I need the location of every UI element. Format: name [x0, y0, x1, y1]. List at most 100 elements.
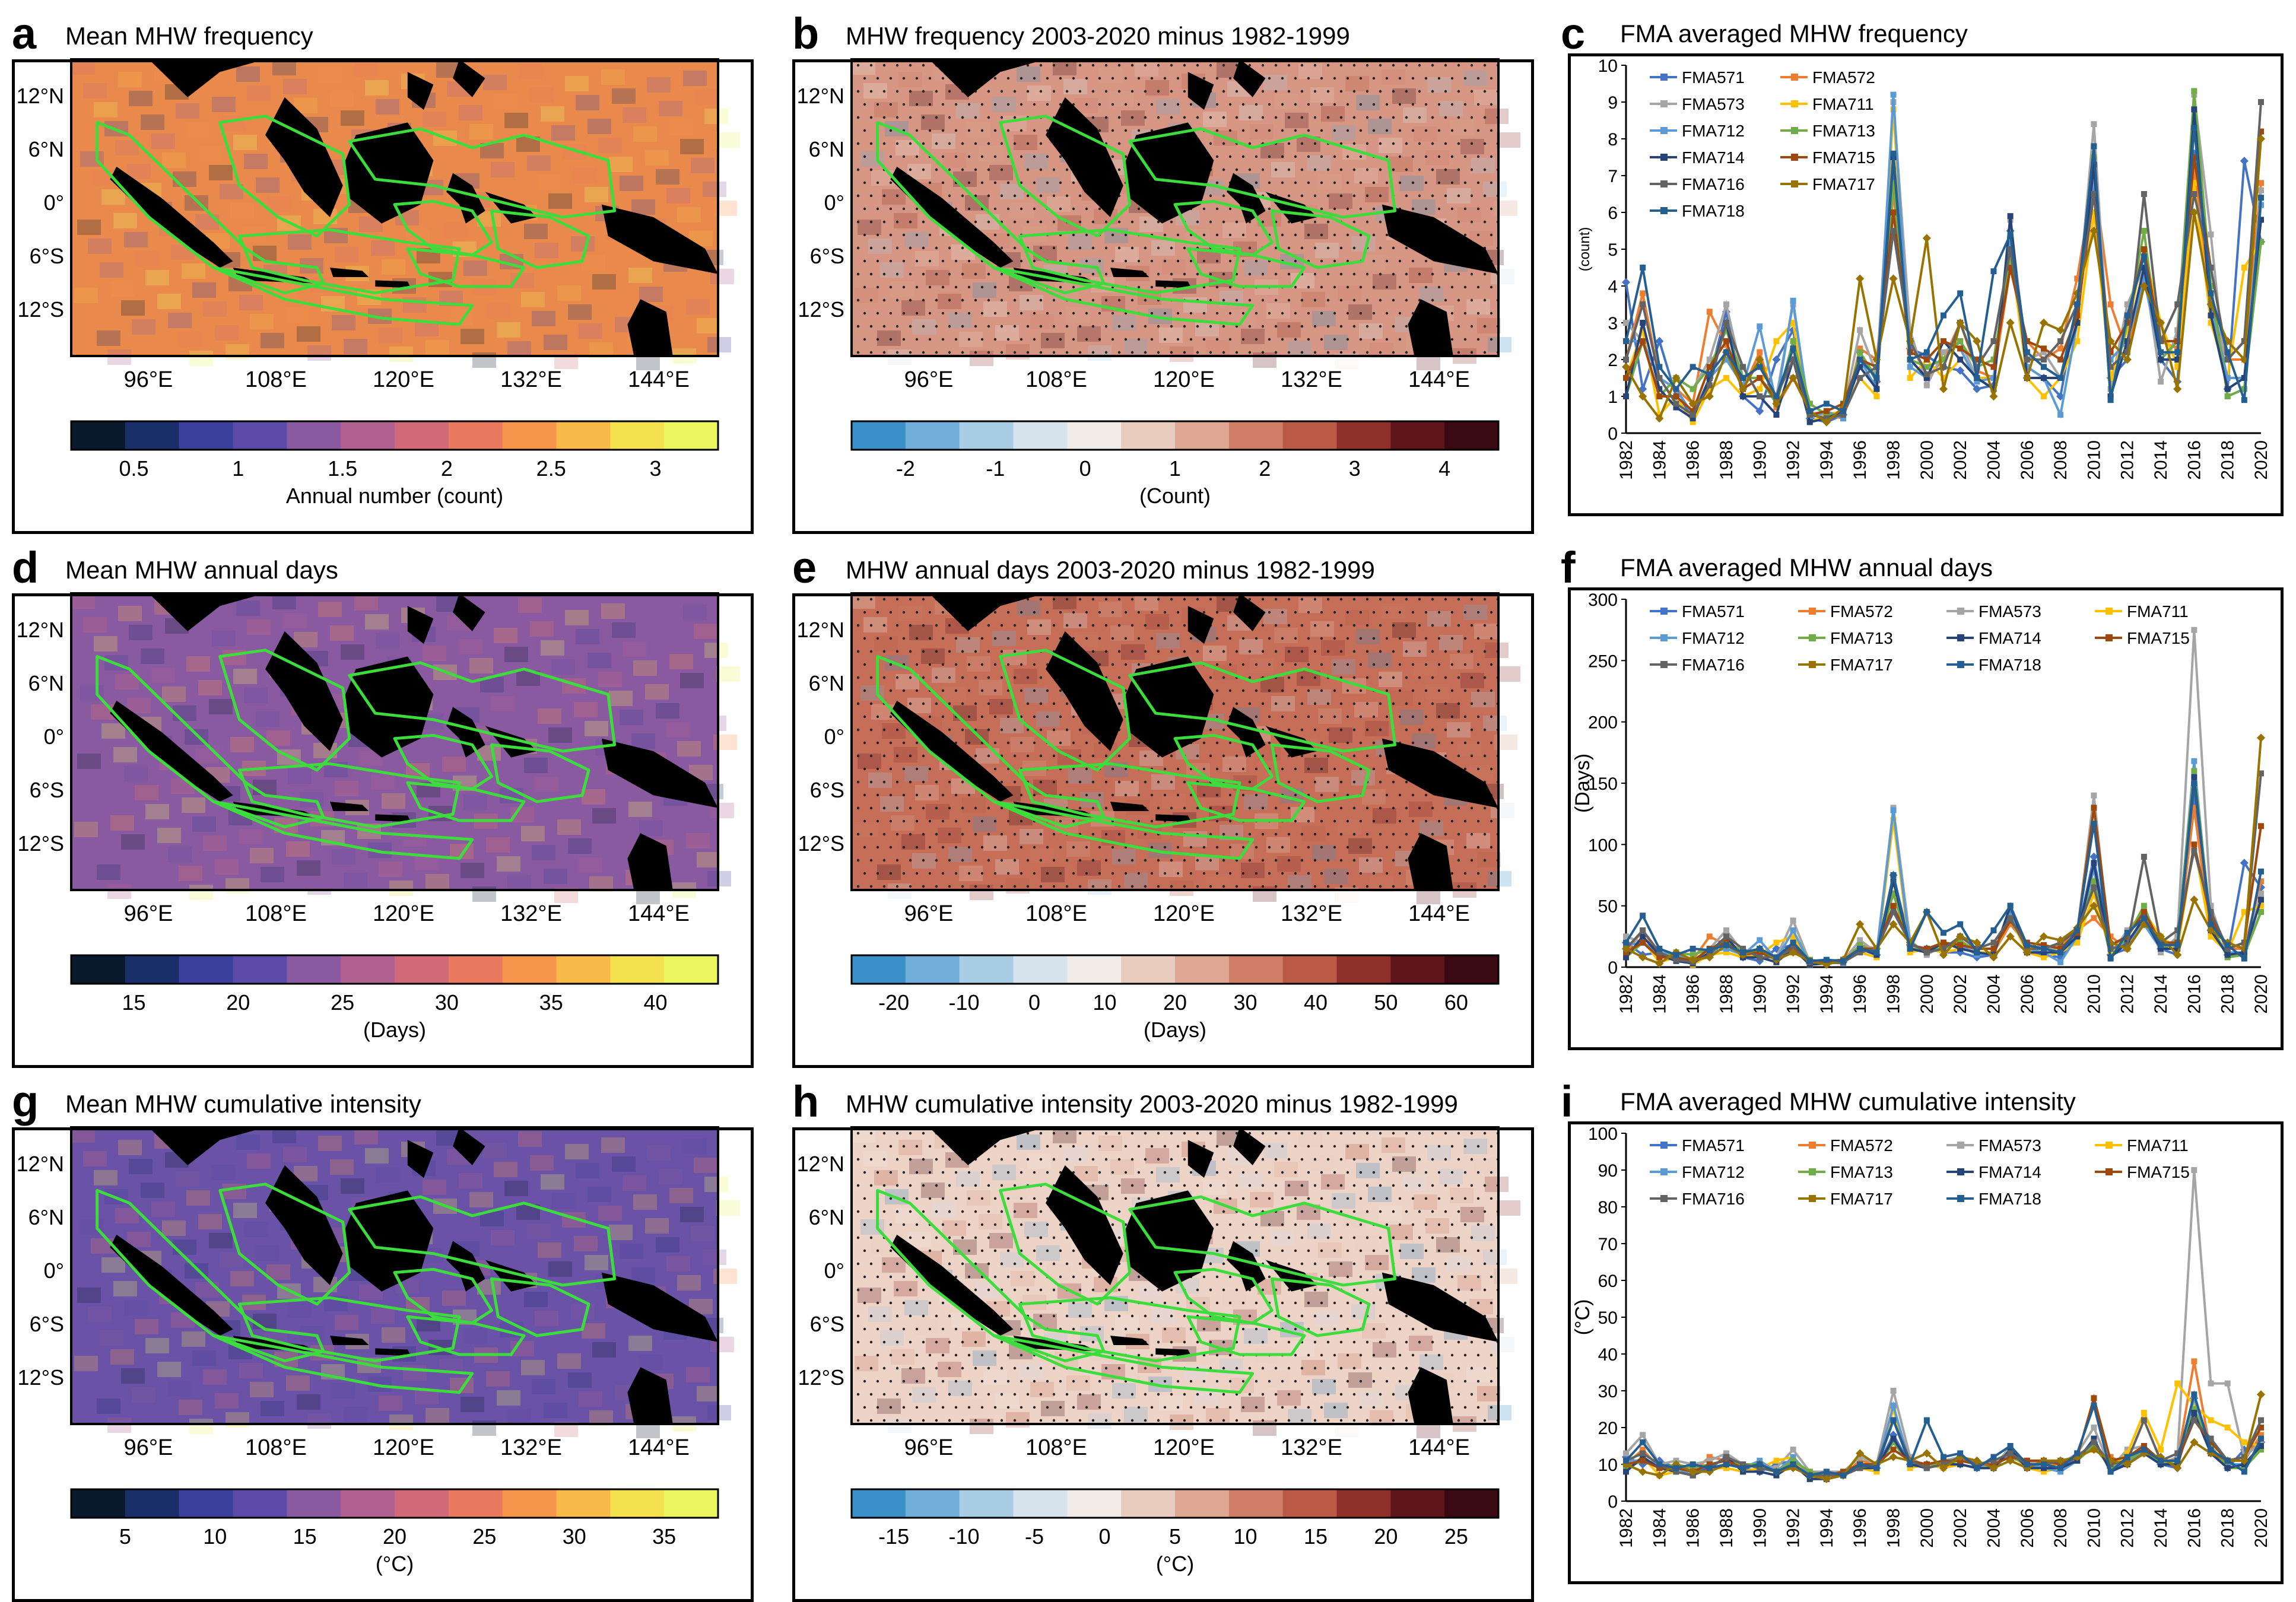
- lon-tick-label: 108°E: [245, 1435, 307, 1460]
- significance-dot: [1001, 729, 1003, 731]
- significance-dot: [1444, 703, 1447, 705]
- significance-dot: [1138, 103, 1140, 106]
- significance-dot: [1059, 689, 1062, 692]
- significance-dot: [948, 90, 951, 93]
- significance-dot: [1464, 872, 1466, 875]
- significance-dot: [1347, 155, 1349, 158]
- significance-dot: [1040, 195, 1042, 197]
- sst-texture-cell: [532, 311, 555, 326]
- sst-texture-cell: [288, 234, 312, 250]
- sst-texture-cell: [967, 1190, 990, 1206]
- significance-dot: [1490, 103, 1492, 106]
- sst-texture-cell: [74, 1356, 98, 1371]
- sst-texture-cell: [666, 1256, 690, 1272]
- significance-dot: [935, 1237, 938, 1239]
- significance-dot: [1471, 169, 1473, 171]
- sst-texture-cell: [330, 625, 354, 641]
- significance-dot: [1490, 1145, 1492, 1148]
- significance-dot: [1399, 338, 1401, 341]
- significance-dot: [1236, 299, 1238, 301]
- significance-dot: [922, 885, 925, 888]
- significance-dot: [1307, 155, 1310, 158]
- sst-texture-cell: [483, 1143, 507, 1158]
- significance-dot: [896, 1393, 898, 1396]
- significance-dot: [1138, 260, 1140, 262]
- significance-dot: [968, 1328, 970, 1330]
- significance-dot: [1222, 169, 1225, 171]
- significance-dot: [1327, 598, 1329, 600]
- significance-dot: [1484, 1367, 1486, 1369]
- significance-dot: [1405, 703, 1408, 705]
- sst-texture-cell: [507, 875, 531, 891]
- sst-texture-cell: [253, 1314, 277, 1329]
- significance-dot: [1164, 637, 1166, 640]
- significance-dot: [1255, 1328, 1257, 1330]
- significance-dot: [1307, 637, 1310, 640]
- significance-dot: [1320, 768, 1323, 770]
- sst-texture-cell: [1351, 770, 1375, 786]
- significance-dot: [1366, 195, 1368, 197]
- significance-dot: [1072, 1380, 1075, 1382]
- sst-texture-cell: [1368, 1187, 1392, 1202]
- significance-dot: [1347, 234, 1349, 236]
- significance-dot: [1405, 1393, 1408, 1396]
- significance-dot: [987, 859, 990, 862]
- significance-dot: [896, 351, 898, 354]
- significance-dot: [1098, 1171, 1101, 1174]
- significance-dot: [1392, 885, 1395, 888]
- significance-dot: [1209, 116, 1212, 119]
- significance-dot: [935, 885, 938, 888]
- significance-dot: [1347, 637, 1349, 640]
- sst-texture-cell: [716, 132, 740, 148]
- significance-dot: [890, 742, 892, 744]
- significance-dot: [935, 624, 938, 627]
- significance-dot: [1001, 325, 1003, 328]
- significance-dot: [1131, 351, 1133, 354]
- significance-dot: [1053, 1393, 1055, 1396]
- significance-dot: [1301, 90, 1303, 93]
- significance-dot: [1229, 611, 1231, 614]
- significance-dot: [1177, 846, 1179, 848]
- colorbar-swatch: [1229, 955, 1283, 984]
- significance-dot: [1085, 1380, 1088, 1382]
- significance-dot: [1131, 859, 1133, 862]
- sst-texture-cell: [576, 95, 599, 110]
- significance-dot: [1125, 1406, 1127, 1409]
- sst-texture-cell: [544, 869, 567, 884]
- significance-dot: [877, 77, 879, 80]
- significance-dot: [929, 103, 931, 106]
- significance-dot: [1053, 221, 1055, 223]
- colorbar-tick-label: 30: [563, 1524, 586, 1549]
- significance-dot: [1027, 1158, 1029, 1161]
- significance-dot: [1066, 1158, 1068, 1161]
- significance-dot: [994, 611, 996, 614]
- significance-dot: [1203, 234, 1205, 236]
- significance-dot: [1164, 338, 1166, 341]
- significance-dot: [1118, 169, 1120, 171]
- significance-dot: [1183, 1158, 1186, 1161]
- significance-dot: [1209, 885, 1212, 888]
- significance-dot: [890, 312, 892, 314]
- sst-texture-cell: [297, 1394, 320, 1410]
- significance-dot: [1360, 1197, 1362, 1200]
- significance-dot: [1229, 129, 1231, 132]
- significance-dot: [987, 351, 990, 354]
- sst-texture-cell: [168, 313, 192, 328]
- significance-dot: [1490, 286, 1492, 288]
- significance-dot: [1353, 273, 1355, 275]
- significance-dot: [1125, 768, 1127, 770]
- colorbar-tick-label: 15: [122, 990, 145, 1015]
- sst-texture-cell: [1112, 849, 1136, 864]
- significance-dot: [935, 833, 938, 835]
- significance-dot: [903, 611, 905, 614]
- significance-dot: [1347, 312, 1349, 314]
- significance-dot: [1327, 351, 1329, 354]
- significance-dot: [1131, 1367, 1133, 1369]
- significance-dot: [883, 325, 885, 328]
- significance-dot: [1085, 742, 1088, 744]
- significance-dot: [1464, 637, 1466, 640]
- colorbar-tick-label: 2.5: [536, 456, 566, 481]
- significance-dot: [994, 77, 996, 80]
- significance-dot: [1353, 1289, 1355, 1291]
- sst-texture-cell: [195, 214, 219, 230]
